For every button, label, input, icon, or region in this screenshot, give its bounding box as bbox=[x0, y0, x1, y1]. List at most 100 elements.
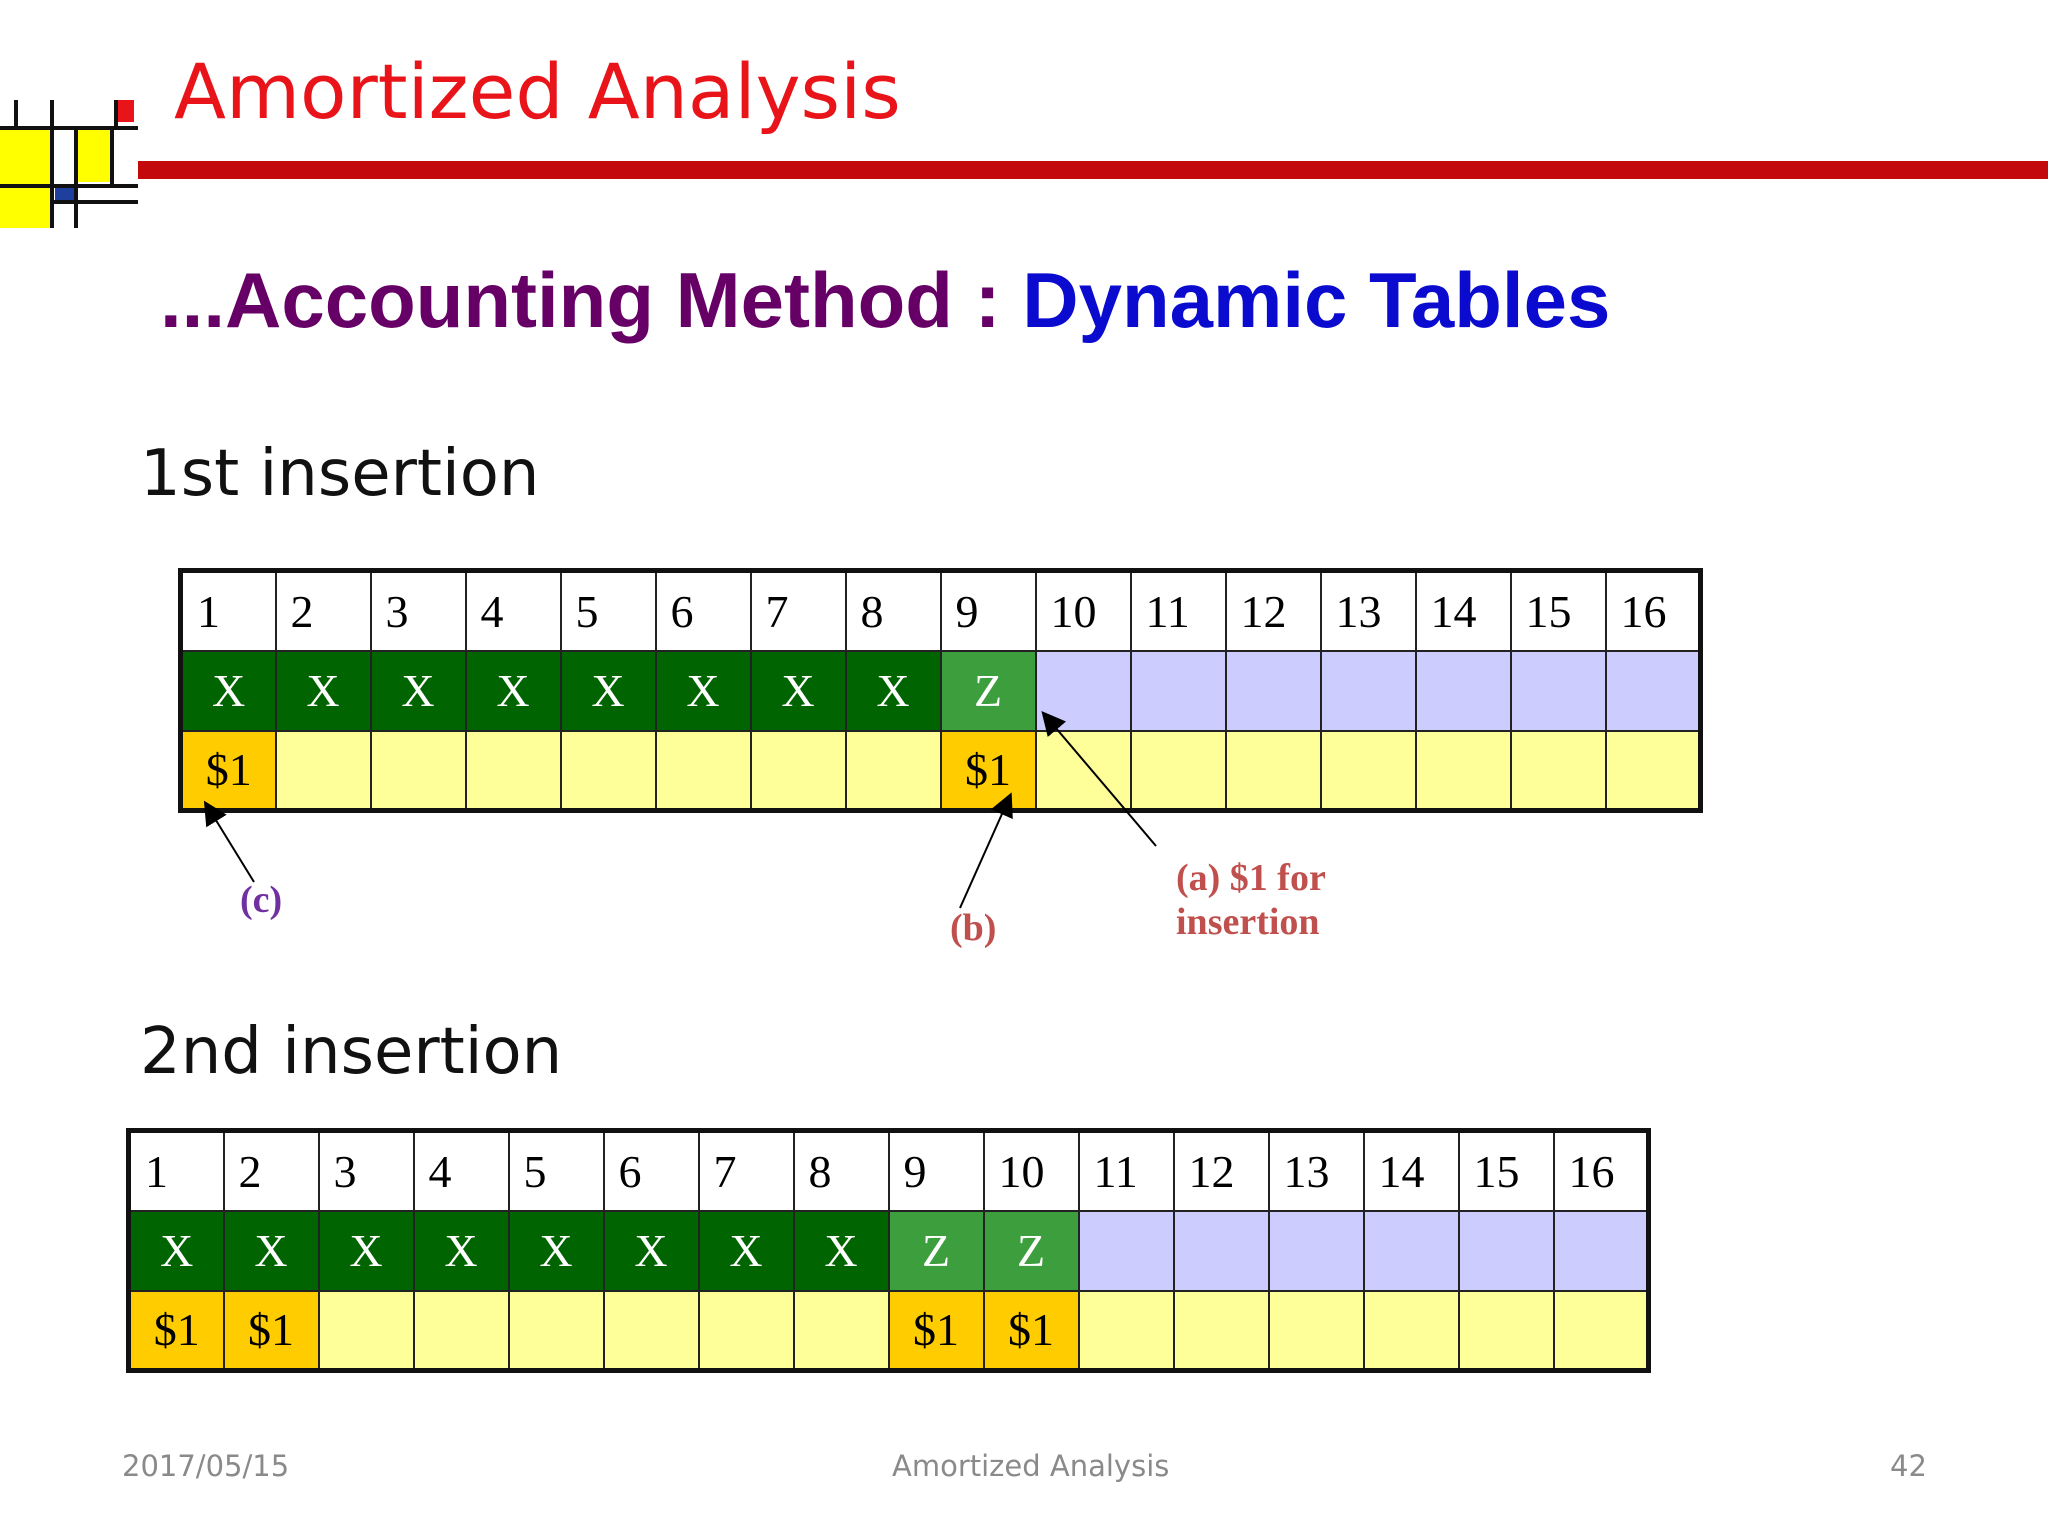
value-cell: X bbox=[317, 1209, 415, 1292]
footer-page-number: 42 bbox=[1890, 1449, 1927, 1483]
annotation-a-line1: (a) $1 for bbox=[1176, 857, 1326, 899]
index-cell: 14 bbox=[1414, 569, 1512, 652]
credit-cell bbox=[844, 729, 942, 812]
credit-cell bbox=[274, 729, 372, 812]
value-cell: X bbox=[559, 649, 657, 732]
subtitle-topic: Dynamic Tables bbox=[1022, 256, 1611, 344]
index-cell: 11 bbox=[1129, 569, 1227, 652]
index-cell: 1 bbox=[179, 569, 277, 652]
credit-cell bbox=[1319, 729, 1417, 812]
credit-cell bbox=[602, 1289, 700, 1372]
credit-cell bbox=[1224, 729, 1322, 812]
annotation-b: (b) bbox=[950, 907, 997, 949]
credit-cell bbox=[507, 1289, 605, 1372]
value-cell: X bbox=[127, 1209, 225, 1292]
credit-cell bbox=[697, 1289, 795, 1372]
value-cell: X bbox=[654, 649, 752, 732]
index-cell: 15 bbox=[1509, 569, 1607, 652]
index-cell: 1 bbox=[127, 1129, 225, 1212]
index-cell: 2 bbox=[274, 569, 372, 652]
value-cell: X bbox=[369, 649, 467, 732]
credit-cell bbox=[749, 729, 847, 812]
index-cell: 3 bbox=[317, 1129, 415, 1212]
credit-cell bbox=[792, 1289, 890, 1372]
credit-cell: $1 bbox=[982, 1289, 1080, 1372]
credit-cell bbox=[1552, 1289, 1650, 1372]
credit-cell: $1 bbox=[127, 1289, 225, 1372]
annotation-a: (a) $1 for insertion bbox=[1176, 856, 1326, 944]
credit-cell bbox=[412, 1289, 510, 1372]
index-cell: 13 bbox=[1319, 569, 1417, 652]
credit-row: $1 $1 $1 $1 bbox=[127, 1289, 1650, 1372]
value-cell bbox=[1457, 1209, 1555, 1292]
credit-cell bbox=[317, 1289, 415, 1372]
index-cell: 9 bbox=[887, 1129, 985, 1212]
value-cell: X bbox=[697, 1209, 795, 1292]
value-cell bbox=[1267, 1209, 1365, 1292]
credit-cell bbox=[1604, 729, 1702, 812]
footer-title: Amortized Analysis bbox=[892, 1449, 1170, 1483]
value-cell: Z bbox=[982, 1209, 1080, 1292]
value-cell: X bbox=[602, 1209, 700, 1292]
index-cell: 5 bbox=[507, 1129, 605, 1212]
value-cell bbox=[1414, 649, 1512, 732]
index-cell: 7 bbox=[697, 1129, 795, 1212]
index-cell: 2 bbox=[222, 1129, 320, 1212]
credit-cell: $1 bbox=[939, 729, 1037, 812]
credit-cell bbox=[1172, 1289, 1270, 1372]
value-cell: X bbox=[507, 1209, 605, 1292]
credit-cell bbox=[1267, 1289, 1365, 1372]
credit-cell bbox=[1129, 729, 1227, 812]
mondrian-logo bbox=[0, 100, 138, 228]
index-cell: 8 bbox=[792, 1129, 890, 1212]
credit-cell bbox=[559, 729, 657, 812]
index-cell: 16 bbox=[1552, 1129, 1650, 1212]
annotation-c: (c) bbox=[240, 879, 283, 921]
index-cell: 11 bbox=[1077, 1129, 1175, 1212]
index-cell: 13 bbox=[1267, 1129, 1365, 1212]
value-cell bbox=[1604, 649, 1702, 732]
index-row: 1 2 3 4 5 6 7 8 9 10 11 12 13 14 15 16 bbox=[127, 1129, 1650, 1212]
subtitle-prefix: ...Accounting Method : bbox=[160, 256, 1023, 344]
arrow-a bbox=[1041, 710, 1157, 847]
title-underline bbox=[138, 161, 2048, 179]
value-cell bbox=[1552, 1209, 1650, 1292]
index-cell: 6 bbox=[602, 1129, 700, 1212]
index-row: 1 2 3 4 5 6 7 8 9 10 11 12 13 14 15 16 bbox=[179, 569, 1702, 652]
value-cell bbox=[1362, 1209, 1460, 1292]
value-cell: X bbox=[274, 649, 372, 732]
value-cell bbox=[1077, 1209, 1175, 1292]
slide-subtitle: ...Accounting Method : Dynamic Tables bbox=[160, 252, 1610, 348]
section-2-label: 2nd insertion bbox=[140, 1015, 563, 1089]
index-cell: 10 bbox=[982, 1129, 1080, 1212]
index-cell: 7 bbox=[749, 569, 847, 652]
index-cell: 3 bbox=[369, 569, 467, 652]
credit-cell bbox=[1509, 729, 1607, 812]
index-cell: 5 bbox=[559, 569, 657, 652]
credit-cell: $1 bbox=[179, 729, 277, 812]
section-1-label: 1st insertion bbox=[140, 437, 540, 511]
value-cell bbox=[1224, 649, 1322, 732]
credit-cell bbox=[1414, 729, 1512, 812]
index-cell: 4 bbox=[412, 1129, 510, 1212]
index-cell: 16 bbox=[1604, 569, 1702, 652]
credit-cell bbox=[654, 729, 752, 812]
value-cell: X bbox=[844, 649, 942, 732]
value-cell bbox=[1129, 649, 1227, 732]
credit-cell bbox=[1362, 1289, 1460, 1372]
value-cell bbox=[1319, 649, 1417, 732]
credit-cell: $1 bbox=[222, 1289, 320, 1372]
index-cell: 15 bbox=[1457, 1129, 1555, 1212]
credit-cell bbox=[1457, 1289, 1555, 1372]
index-cell: 6 bbox=[654, 569, 752, 652]
index-cell: 12 bbox=[1172, 1129, 1270, 1212]
credit-cell bbox=[369, 729, 467, 812]
credit-cell bbox=[1077, 1289, 1175, 1372]
index-cell: 12 bbox=[1224, 569, 1322, 652]
credit-cell: $1 bbox=[887, 1289, 985, 1372]
value-cell: X bbox=[464, 649, 562, 732]
